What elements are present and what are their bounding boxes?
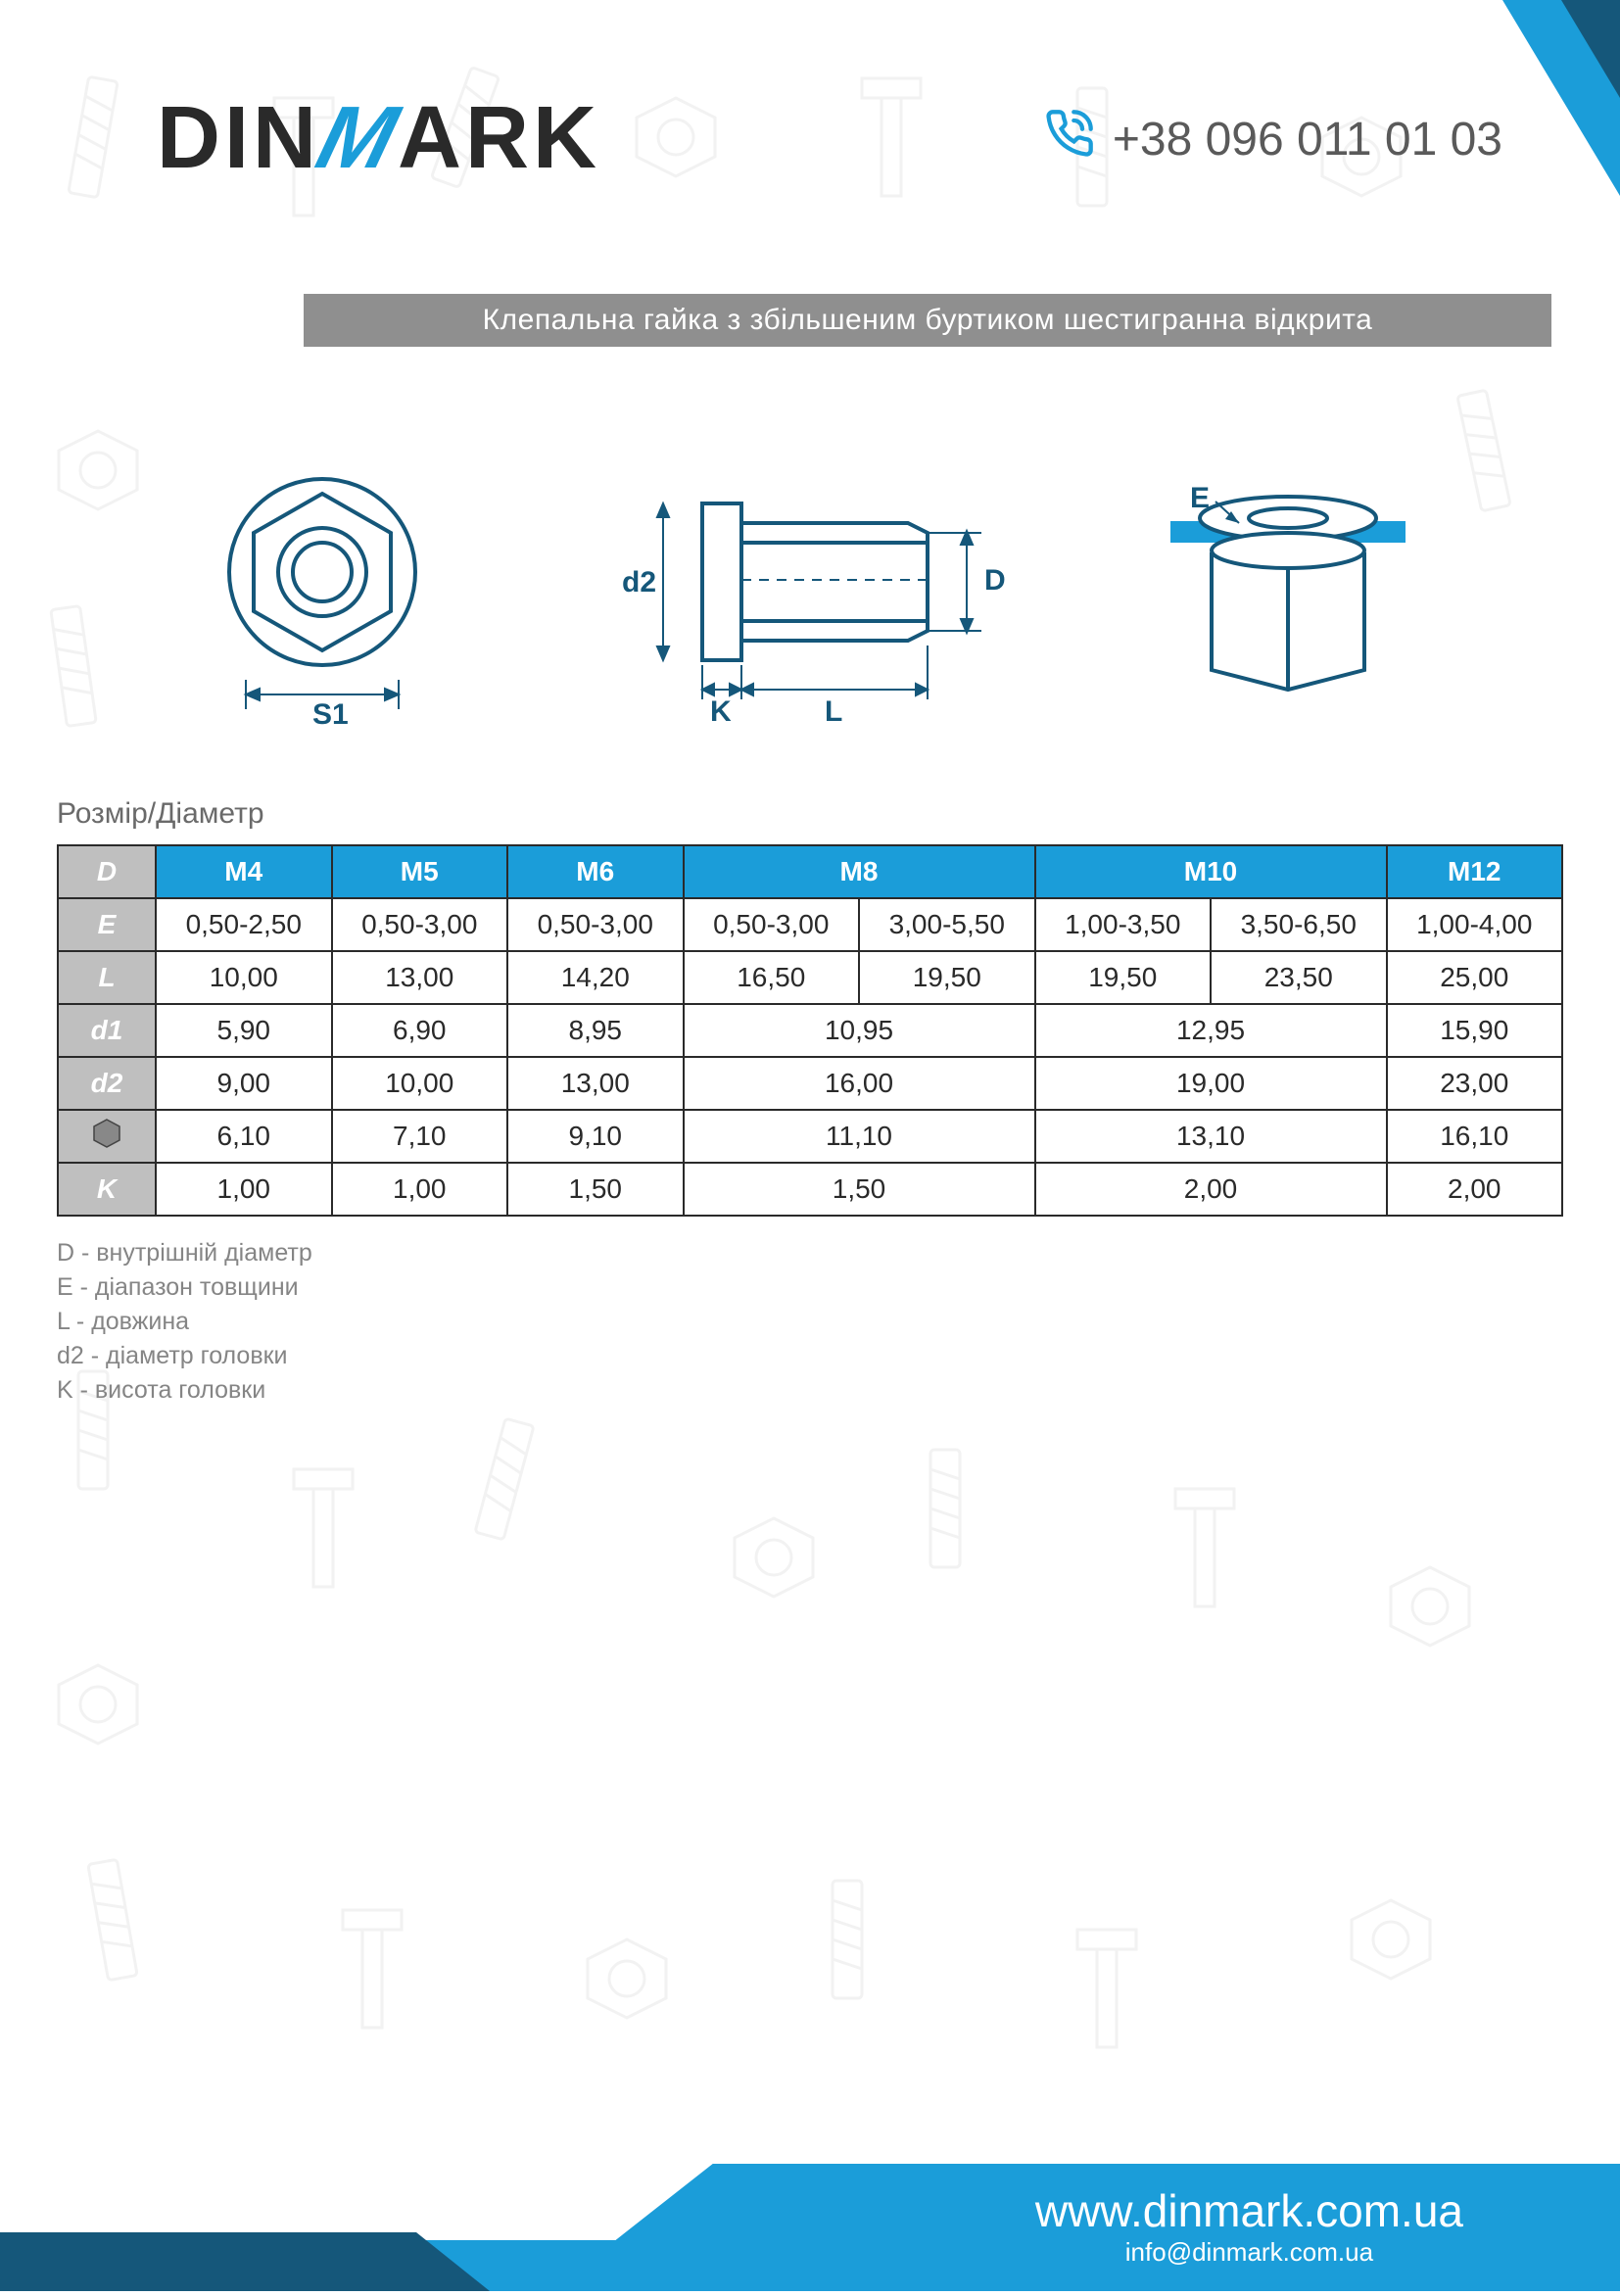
legend-line: E - діапазон товщини <box>57 1270 1620 1305</box>
diagram-iso-view: E <box>1141 464 1435 719</box>
col-M5: M5 <box>332 845 508 898</box>
svg-text:d2: d2 <box>622 566 656 598</box>
page-title: Клепальна гайка з збільшеним буртиком ше… <box>483 304 1373 336</box>
col-M12: M12 <box>1387 845 1563 898</box>
legend-line: d2 - діаметр головки <box>57 1339 1620 1373</box>
phone-number: +38 096 011 01 03 <box>1113 113 1502 167</box>
label-s1: S1 <box>312 698 349 729</box>
col-M10: M10 <box>1035 845 1387 898</box>
row-K: K 1,00 1,00 1,50 1,50 2,00 2,00 <box>58 1163 1562 1216</box>
row-hex: 6,10 7,10 9,10 11,10 13,10 16,10 <box>58 1110 1562 1163</box>
phone-block: +38 096 011 01 03 <box>1044 108 1502 170</box>
table-caption: Розмір/Діаметр <box>57 797 1620 831</box>
row-d1: d1 5,90 6,90 8,95 10,95 12,95 15,90 <box>58 1004 1562 1057</box>
diagram-front-view: S1 <box>185 454 459 729</box>
diagram-row: S1 <box>118 445 1502 739</box>
legend-line: D - внутрішній діаметр <box>57 1236 1620 1270</box>
col-M4: M4 <box>156 845 332 898</box>
svg-text:L: L <box>825 695 842 728</box>
col-M8: M8 <box>684 845 1035 898</box>
logo-text-pre: DIN <box>157 89 320 187</box>
col-M6: M6 <box>507 845 684 898</box>
footer: www.dinmark.com.ua info@dinmark.com.ua <box>0 2115 1620 2291</box>
legend-line: K - висота головки <box>57 1373 1620 1408</box>
svg-text:E: E <box>1190 482 1210 514</box>
header-row: D M4 M5 M6 M8 M10 M12 <box>58 845 1562 898</box>
svg-text:D: D <box>984 564 1006 597</box>
row-L: L 10,00 13,00 14,20 16,50 19,50 19,50 23… <box>58 951 1562 1004</box>
logo: DINMARK <box>157 88 600 189</box>
legend: D - внутрішній діаметр E - діапазон товщ… <box>57 1236 1620 1408</box>
svg-text:K: K <box>710 695 732 728</box>
logo-text-m: M <box>307 88 411 189</box>
row-E: E 0,50-2,50 0,50-3,00 0,50-3,00 0,50-3,0… <box>58 898 1562 951</box>
spec-table: D M4 M5 M6 M8 M10 M12 E 0,50-2,50 0,50-3… <box>57 844 1563 1217</box>
footer-website: www.dinmark.com.ua <box>1035 2184 1463 2237</box>
legend-line: L - довжина <box>57 1305 1620 1339</box>
phone-icon <box>1044 108 1095 170</box>
page-title-bar: Клепальна гайка з збільшеним буртиком ше… <box>304 294 1551 347</box>
footer-bar-dark <box>0 2232 490 2291</box>
logo-text-post: ARK <box>398 89 600 187</box>
diagram-side-view: d2 D K L <box>595 454 1006 729</box>
footer-email: info@dinmark.com.ua <box>1035 2237 1463 2268</box>
row-header-hex-icon <box>58 1110 156 1163</box>
row-header-D: D <box>58 845 156 898</box>
row-d2: d2 9,00 10,00 13,00 16,00 19,00 23,00 <box>58 1057 1562 1110</box>
